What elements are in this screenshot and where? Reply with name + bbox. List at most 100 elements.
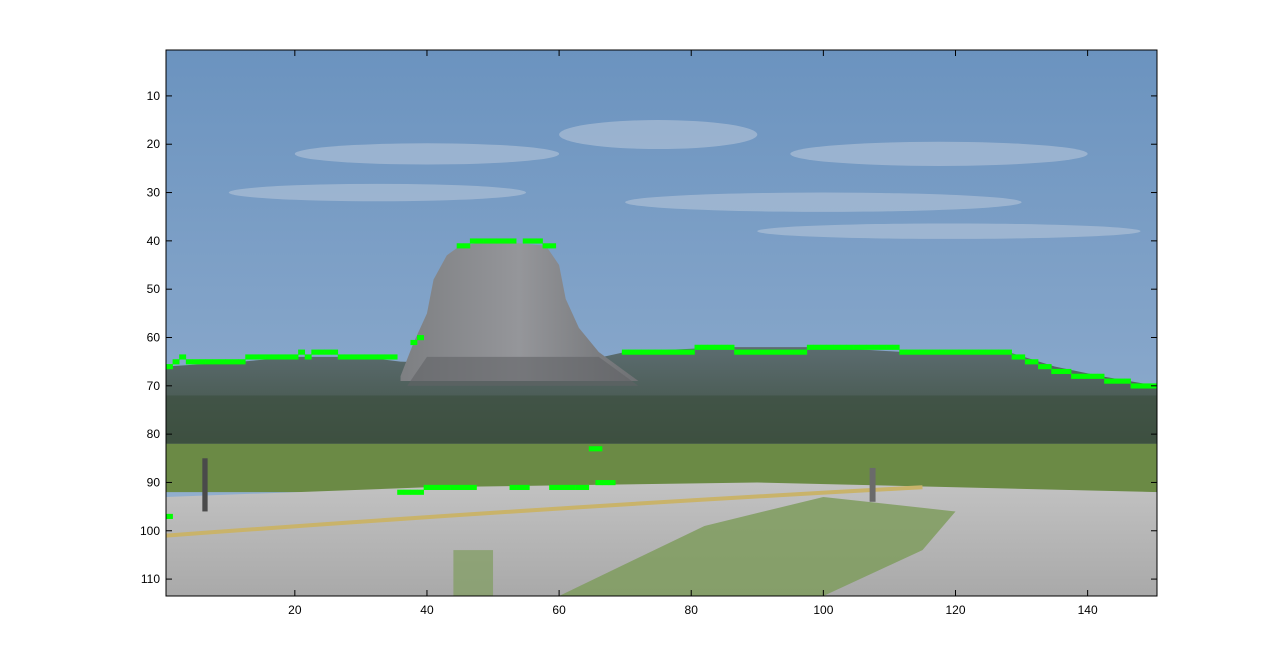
edge-pixel — [668, 349, 676, 355]
edge-pixel — [192, 359, 200, 365]
edge-pixel — [166, 364, 173, 370]
y-tick-label: 30 — [147, 186, 161, 200]
y-tick-label: 100 — [140, 524, 160, 538]
image-scene — [166, 50, 1157, 596]
edge-pixel — [384, 354, 391, 360]
edge-pixel — [218, 359, 226, 365]
cloud-streak — [757, 223, 1141, 239]
edge-pixel — [991, 349, 999, 355]
edge-pixel — [304, 354, 312, 360]
edge-pixel — [1077, 373, 1085, 379]
edge-pixel — [919, 349, 927, 355]
edge-pixel — [549, 484, 557, 490]
edge-pixel — [469, 238, 477, 244]
edge-pixel — [377, 354, 385, 360]
edge-pixel — [839, 344, 847, 350]
edge-pixel — [469, 484, 477, 490]
edge-pixel — [199, 359, 206, 365]
edge-pixel — [740, 349, 748, 355]
edge-pixel — [780, 349, 788, 355]
edge-pixel — [978, 349, 986, 355]
edge-pixel — [1071, 373, 1079, 379]
edge-pixel — [522, 238, 530, 244]
edge-pixel — [265, 354, 273, 360]
edge-pixel — [1130, 383, 1138, 389]
edge-pixel — [463, 243, 471, 249]
edge-pixel — [225, 359, 233, 365]
edge-pixel — [747, 349, 755, 355]
edge-pixel — [687, 349, 695, 355]
edge-pixel — [820, 344, 827, 350]
edge-pixel — [1057, 368, 1065, 375]
edge-pixel — [357, 354, 365, 360]
y-tick-label: 20 — [147, 137, 161, 151]
roadside-shrubs — [559, 496, 956, 596]
x-tick-label: 100 — [813, 603, 833, 617]
edge-pixel — [1038, 364, 1045, 370]
edge-pixel — [1104, 378, 1112, 384]
edge-pixel — [238, 359, 246, 365]
edge-pixel — [284, 354, 292, 360]
edge-pixel — [278, 354, 286, 360]
edge-pixel — [502, 238, 510, 244]
edge-pixel — [1143, 383, 1151, 389]
edge-pixel — [569, 484, 576, 490]
edge-pixel — [476, 238, 484, 244]
edge-pixel — [417, 335, 424, 341]
butte-base — [407, 356, 639, 386]
x-tick-label: 120 — [945, 603, 965, 617]
edge-pixel — [463, 484, 471, 490]
edge-pixel — [516, 484, 524, 490]
edge-pixel — [251, 354, 259, 360]
edge-pixel — [166, 513, 173, 519]
edge-pixel — [1090, 373, 1098, 379]
edge-pixel — [892, 344, 900, 350]
edge-pixel — [298, 349, 306, 355]
x-tick-label: 80 — [685, 603, 699, 617]
shrub-left — [453, 550, 494, 596]
edge-pixel — [212, 359, 220, 365]
edge-pixel — [582, 484, 590, 490]
edge-pixel — [787, 349, 794, 355]
edge-pixel — [450, 484, 457, 490]
edge-pixel — [694, 344, 702, 350]
x-tick-label: 20 — [288, 603, 302, 617]
y-tick-label: 50 — [147, 282, 161, 296]
edge-pixel — [423, 484, 431, 490]
edge-pixel — [800, 349, 808, 355]
edge-pixel — [1117, 378, 1125, 384]
edge-pixel — [912, 349, 920, 355]
edge-pixel — [793, 349, 801, 355]
fence-post — [202, 458, 208, 512]
edge-pixel — [602, 480, 609, 486]
edge-pixel — [185, 359, 193, 365]
edge-pixel — [1097, 373, 1105, 379]
edge-pixel — [595, 446, 603, 452]
edge-pixel — [608, 480, 616, 486]
edge-pixel — [522, 484, 530, 490]
cloud-streak — [294, 143, 560, 165]
edge-pixel — [397, 489, 405, 495]
edge-pixel — [938, 349, 946, 355]
edge-pixel — [549, 243, 557, 249]
edge-pixel — [331, 349, 339, 355]
edge-pixel — [859, 344, 867, 350]
edge-pixel — [509, 238, 517, 244]
edge-pixel — [806, 344, 814, 350]
edge-pixel — [1064, 368, 1072, 375]
edge-pixel — [760, 349, 768, 355]
edge-pixel — [291, 354, 299, 360]
edge-pixel — [390, 354, 398, 360]
edge-pixel — [311, 349, 319, 355]
edge-pixel — [417, 489, 424, 495]
edge-pixel — [1011, 354, 1019, 360]
edge-pixel — [958, 349, 966, 355]
edge-pixel — [562, 484, 570, 490]
edge-pixel — [337, 354, 345, 360]
edge-pixel — [489, 238, 497, 244]
edge-pixel — [595, 480, 603, 486]
x-tick-label: 40 — [420, 603, 434, 617]
edge-pixel — [899, 349, 907, 355]
edge-pixel — [905, 349, 913, 355]
y-tick-label: 10 — [147, 89, 161, 103]
